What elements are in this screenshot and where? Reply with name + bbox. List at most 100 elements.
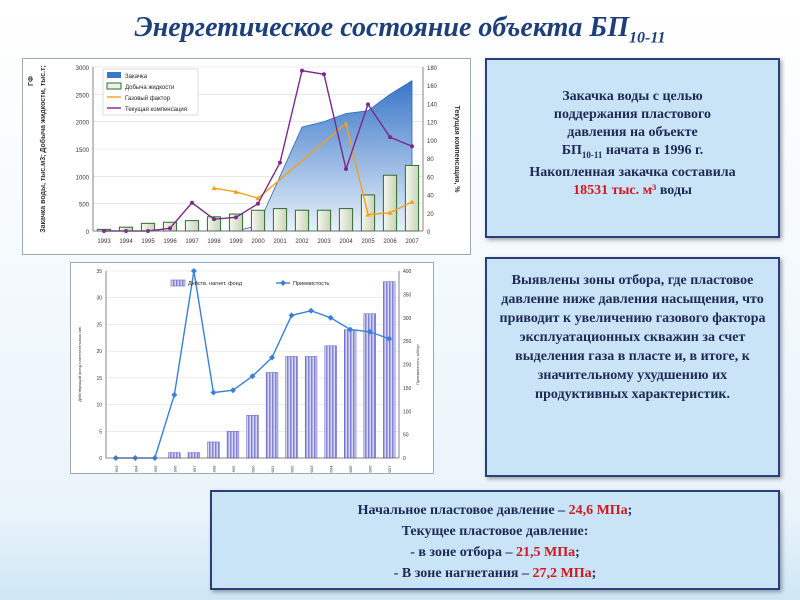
gas-factor-point <box>343 120 349 126</box>
y-right-tick-label: 150 <box>403 386 412 392</box>
legend-label: Закачка <box>125 74 148 80</box>
y-right-tick-label: 140 <box>427 102 438 108</box>
injectivity-point <box>308 307 315 314</box>
legend-label: Приемистость <box>293 281 330 287</box>
y-right-tick-label: 100 <box>403 409 412 415</box>
bar-injection-fund <box>344 329 357 459</box>
injectivity-point <box>366 328 373 335</box>
reservoir-pressure-info-box: Начальное пластовое давление – 24,6 МПа;… <box>210 490 780 590</box>
injectivity-point <box>269 354 276 361</box>
injectivity-point <box>327 314 334 321</box>
chart2-legend: Действ. нагнет. фонд Приемистость <box>170 279 330 287</box>
x-tick-label: 1999 <box>229 239 243 245</box>
info1-line5: Накопленная закачка составила <box>529 164 736 180</box>
gas-factor-point <box>409 199 415 204</box>
y-tick-label: 1500 <box>76 148 90 154</box>
y-right-tick-label: 200 <box>403 363 412 369</box>
compensation-point <box>234 215 238 220</box>
compensation-point <box>190 200 194 205</box>
info1-line6: 18531 тыс. м³ воды <box>573 182 692 198</box>
bar-dobycha <box>338 208 354 232</box>
info1-line4: БП10-11 начата в 1996 г. <box>561 143 704 160</box>
x-tick-label: 1993 <box>114 465 119 473</box>
bar-injection-fund <box>246 414 259 459</box>
x-tick-label: 2003 <box>317 239 331 245</box>
x-tick-label: 2005 <box>348 465 353 473</box>
legend-label: Текущая компенсация <box>125 107 187 113</box>
bar-injection-fund <box>363 313 376 459</box>
y-tick-label: 5 <box>99 429 102 435</box>
injection-production-chart: 0 500 1000 1500 2000 2500 3000 0 20 40 60 80 100 120 1… <box>22 58 471 255</box>
gas-factor-point <box>387 210 393 215</box>
y-tick-label: 2000 <box>76 121 90 127</box>
info3-line2: Текущее пластовое давление: <box>401 524 589 539</box>
bar-injection-fund <box>285 356 298 459</box>
chart1-legend: Закачка Добыча жидкости Газовый фактор Теку… <box>102 68 199 116</box>
injection-info-box: Закачка воды с целью поддержания пластов… <box>485 58 780 238</box>
y-right-tick-label: 180 <box>427 66 438 72</box>
y-right-tick-label: 120 <box>427 121 438 127</box>
x-tick-label: 2003 <box>309 465 314 473</box>
bar-injection-fund <box>383 281 396 459</box>
y-axis-label-left: Закачка воды, тыс.м3; Добыча жидкости, т… <box>39 65 47 233</box>
y-right-tick-label: 40 <box>427 194 434 200</box>
x-tick-label: 1997 <box>185 239 199 245</box>
bar-dobycha <box>250 209 266 232</box>
info3-line4: - В зоне нагнетания – 27,2 МПа; <box>393 566 597 581</box>
production-zones-info-box: Выявлены зоны отбора, где пластовое давл… <box>485 257 780 477</box>
compensation-point <box>388 135 392 140</box>
legend-swatch-bar <box>170 279 186 287</box>
compensation-point <box>410 144 414 149</box>
info1-line2: поддержания пластового <box>553 107 712 122</box>
bar-injection-fund <box>265 372 279 459</box>
y-right-tick-label: 400 <box>403 269 412 275</box>
compensation-point <box>256 201 260 206</box>
chart-2-svg: 0510152025303505010015020025030035040019… <box>77 268 420 474</box>
y-right-tick-label: 350 <box>403 292 412 298</box>
y-tick-label: 3000 <box>76 66 90 72</box>
x-tick-label: 1998 <box>207 239 221 245</box>
bar-dobycha <box>294 209 310 232</box>
y-tick-label: 30 <box>96 296 102 302</box>
injectivity-point <box>171 391 178 398</box>
injectivity-point <box>229 387 236 394</box>
x-tick-label: 2004 <box>329 465 334 473</box>
y-right-tick-label: 0 <box>427 230 431 236</box>
bar-dobycha <box>382 174 398 232</box>
info1-line1: Закачка воды с целью <box>562 89 703 104</box>
x-tick-label: 2005 <box>361 239 375 245</box>
x-tick-label: 2000 <box>251 465 256 473</box>
bar-injection-fund <box>324 345 337 459</box>
x-tick-label: 1999 <box>231 465 236 473</box>
injectivity-point <box>249 373 256 380</box>
y-tick-label: 0 <box>99 456 102 462</box>
injectivity-point <box>386 335 393 342</box>
x-tick-label: 1994 <box>119 239 133 245</box>
y-tick-label: 2500 <box>76 93 90 99</box>
info3-line1: Начальное пластовое давление – 24,6 МПа; <box>357 503 633 518</box>
y-tick-label: 10 <box>96 403 102 409</box>
x-tick-label: 2002 <box>295 239 309 245</box>
y-axis-label-right: Приемистость, м3/сут <box>415 344 420 385</box>
gas-factor-point <box>255 195 261 201</box>
injectivity-point <box>288 312 295 319</box>
x-tick-label: 1995 <box>141 239 155 245</box>
compensation-point <box>212 217 216 222</box>
bar-dobycha <box>272 208 288 232</box>
x-tick-label: 2007 <box>387 465 392 473</box>
y-tick-label: 1000 <box>76 175 90 181</box>
bar-injection-fund <box>168 452 181 459</box>
y-right-tick-label: 100 <box>427 139 438 145</box>
x-tick-label: 2006 <box>383 239 397 245</box>
page-title: Энергетическое состояние объекта БП10-11 <box>134 12 666 47</box>
y-right-tick-label: 50 <box>403 433 409 439</box>
y-axis-label-right: Текущая компенсация, % <box>453 106 460 194</box>
bar-injection-fund <box>207 441 220 459</box>
legend-swatch-point <box>280 280 286 286</box>
compensation-point <box>344 167 348 172</box>
x-tick-label: 1993 <box>97 239 111 245</box>
y-tick-label: 20 <box>96 349 102 355</box>
bar-dobycha <box>316 209 332 232</box>
bar-dobycha <box>404 164 420 232</box>
bar-injection-fund <box>187 452 201 459</box>
